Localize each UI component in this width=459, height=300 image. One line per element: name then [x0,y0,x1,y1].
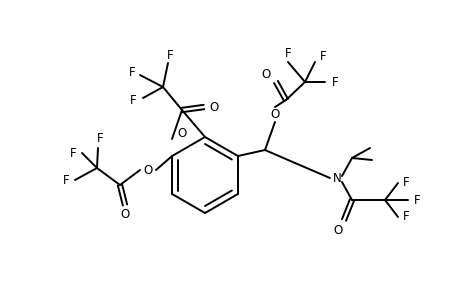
Text: O: O [120,208,129,221]
Text: O: O [177,127,186,140]
Text: F: F [129,94,136,106]
Text: F: F [331,76,337,88]
Text: F: F [402,176,409,190]
Text: O: O [261,68,270,80]
Text: F: F [413,194,420,206]
Text: F: F [402,211,409,224]
Text: O: O [209,100,218,113]
Text: F: F [96,131,103,145]
Text: O: O [333,224,342,236]
Text: F: F [319,50,325,62]
Text: O: O [143,164,152,176]
Text: F: F [129,65,135,79]
Text: F: F [62,173,69,187]
Text: F: F [69,146,76,160]
Text: N: N [332,172,341,184]
Text: F: F [284,46,291,59]
Text: O: O [270,107,279,121]
Text: F: F [166,49,173,62]
